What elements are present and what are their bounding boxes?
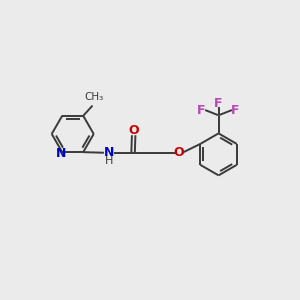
Text: O: O xyxy=(173,146,184,159)
Text: CH₃: CH₃ xyxy=(84,92,104,102)
Text: F: F xyxy=(197,103,206,116)
Text: F: F xyxy=(231,103,240,116)
Text: N: N xyxy=(104,146,114,159)
Text: O: O xyxy=(128,124,139,137)
Text: F: F xyxy=(214,97,223,110)
Text: N: N xyxy=(56,146,66,160)
Text: H: H xyxy=(105,156,114,166)
